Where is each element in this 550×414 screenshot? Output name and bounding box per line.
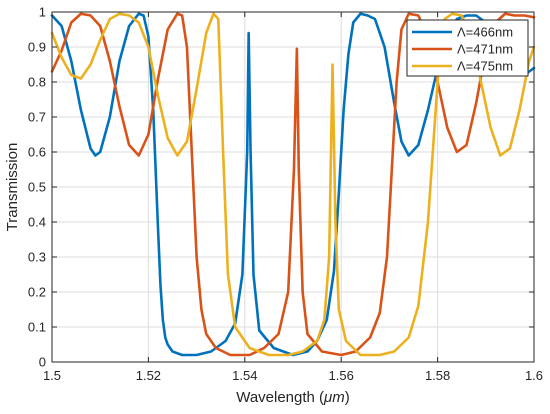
y-tick-label: 0.2 [28, 285, 46, 300]
grid [51, 11, 535, 363]
y-tick-label: 0.9 [28, 40, 46, 55]
x-axis-label: Wavelength (μm) [236, 389, 350, 406]
y-tick-label: 1 [39, 5, 46, 20]
legend-label-1: Λ=466nm [457, 25, 513, 40]
y-axis-label: Transmission [4, 143, 21, 232]
y-tick-label: 0.8 [28, 75, 46, 90]
legend-label-3: Λ=475nm [457, 59, 513, 74]
legend-label-2: Λ=471nm [457, 42, 513, 57]
y-tick-label: 0.1 [28, 320, 46, 335]
y-tick-label: 0.5 [28, 180, 46, 195]
y-tick-label: 0.7 [28, 110, 46, 125]
legend: Λ=466nm Λ=471nm Λ=475nm [406, 19, 529, 77]
y-axis-ticks: 0 0.1 0.2 0.3 0.4 0.5 0.6 0.7 0.8 0.9 1 [28, 5, 534, 370]
y-tick-label: 0.3 [28, 250, 46, 265]
x-tick-label: 1.5 [43, 368, 61, 383]
x-tick-label: 1.52 [136, 368, 161, 383]
x-tick-label: 1.58 [425, 368, 450, 383]
x-tick-label: 1.6 [525, 368, 543, 383]
series-line-2 [50, 12, 536, 357]
x-tick-label: 1.54 [232, 368, 257, 383]
x-axis-ticks: 1.5 1.52 1.54 1.56 1.58 1.6 [43, 12, 543, 383]
y-tick-label: 0.6 [28, 145, 46, 160]
x-tick-label: 1.56 [329, 368, 354, 383]
y-tick-label: 0.4 [28, 215, 46, 230]
y-tick-label: 0 [39, 355, 46, 370]
series-line-3 [50, 12, 536, 357]
